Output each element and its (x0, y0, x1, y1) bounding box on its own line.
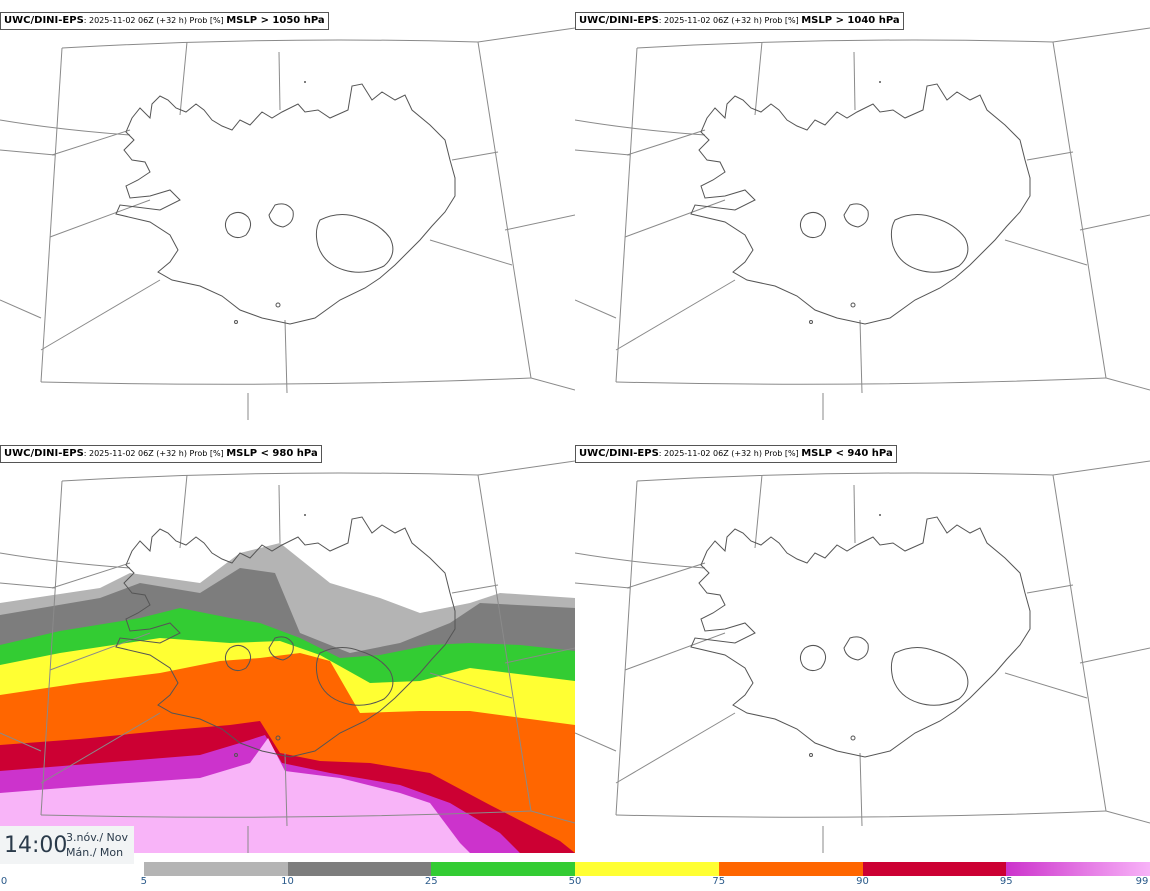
map-canvas (575, 27, 1150, 420)
run-info: : 2025-11-02 06Z (+32 h) Prob [%] (658, 449, 799, 458)
colorbar-tick-label: 5 (140, 876, 147, 887)
valid-time: 14:00 (4, 833, 68, 858)
valid-time-box: 14:00 3.nóv./ Nov Mán./ Mon (0, 826, 134, 864)
probability-field (0, 543, 575, 853)
colorbar-tick-label: 90 (856, 876, 869, 887)
map-canvas (575, 460, 1150, 853)
colorbar-tick-label: 75 (712, 876, 726, 887)
map-panel-mslp-gt-1040: UWC/DINI-EPS: 2025-11-02 06Z (+32 h) Pro… (575, 0, 1150, 420)
colorbar-segment (143, 862, 288, 876)
colorbar-segment (431, 862, 576, 876)
colorbar-legend: 0 5 10 25 50 75 90 95 99 (0, 862, 1150, 891)
colorbar-tick-label: 10 (281, 876, 294, 887)
threshold-label: MSLP > 1040 hPa (801, 15, 900, 26)
map-canvas (0, 460, 575, 853)
colorbar-tick-label: 95 (999, 876, 1013, 887)
colorbar-tick-label: 99 (1135, 876, 1149, 887)
run-info: : 2025-11-02 06Z (+32 h) Prob [%] (658, 16, 799, 25)
map-panel-mslp-lt-980: UWC/DINI-EPS: 2025-11-02 06Z (+32 h) Pro… (0, 433, 575, 853)
colorbar-segment (0, 862, 145, 876)
colorbar-segment (287, 862, 432, 876)
panel-title: UWC/DINI-EPS: 2025-11-02 06Z (+32 h) Pro… (575, 445, 897, 463)
panel-title: UWC/DINI-EPS: 2025-11-02 06Z (+32 h) Pro… (0, 12, 329, 30)
panel-title: UWC/DINI-EPS: 2025-11-02 06Z (+32 h) Pro… (0, 445, 322, 463)
model-name: UWC/DINI-EPS (4, 448, 84, 459)
model-name: UWC/DINI-EPS (4, 15, 84, 26)
valid-date: 3.nóv./ Nov Mán./ Mon (66, 830, 128, 860)
map-panel-mslp-lt-940: UWC/DINI-EPS: 2025-11-02 06Z (+32 h) Pro… (575, 433, 1150, 853)
colorbar-segment (862, 862, 1007, 876)
colorbar-tick-label: 25 (424, 876, 438, 887)
colorbar-segment (575, 862, 720, 876)
map-canvas (0, 27, 575, 420)
colorbar-segment (1006, 862, 1150, 876)
colorbar-segment (718, 862, 863, 876)
threshold-label: MSLP < 980 hPa (226, 448, 318, 459)
colorbar-tick-label: 50 (568, 876, 582, 887)
model-name: UWC/DINI-EPS (579, 15, 659, 26)
run-info: : 2025-11-02 06Z (+32 h) Prob [%] (83, 16, 224, 25)
map-panel-mslp-gt-1050: UWC/DINI-EPS: 2025-11-02 06Z (+32 h) Pro… (0, 0, 575, 420)
threshold-label: MSLP > 1050 hPa (226, 15, 325, 26)
valid-date-line1: 3.nóv./ Nov (66, 831, 129, 844)
colorbar-tick-label: 0 (0, 876, 8, 887)
valid-date-line2: Mán./ Mon (66, 846, 124, 859)
panel-title: UWC/DINI-EPS: 2025-11-02 06Z (+32 h) Pro… (575, 12, 904, 30)
threshold-label: MSLP < 940 hPa (801, 448, 893, 459)
model-name: UWC/DINI-EPS (579, 448, 659, 459)
run-info: : 2025-11-02 06Z (+32 h) Prob [%] (83, 449, 224, 458)
prob-band-99 (0, 738, 470, 853)
